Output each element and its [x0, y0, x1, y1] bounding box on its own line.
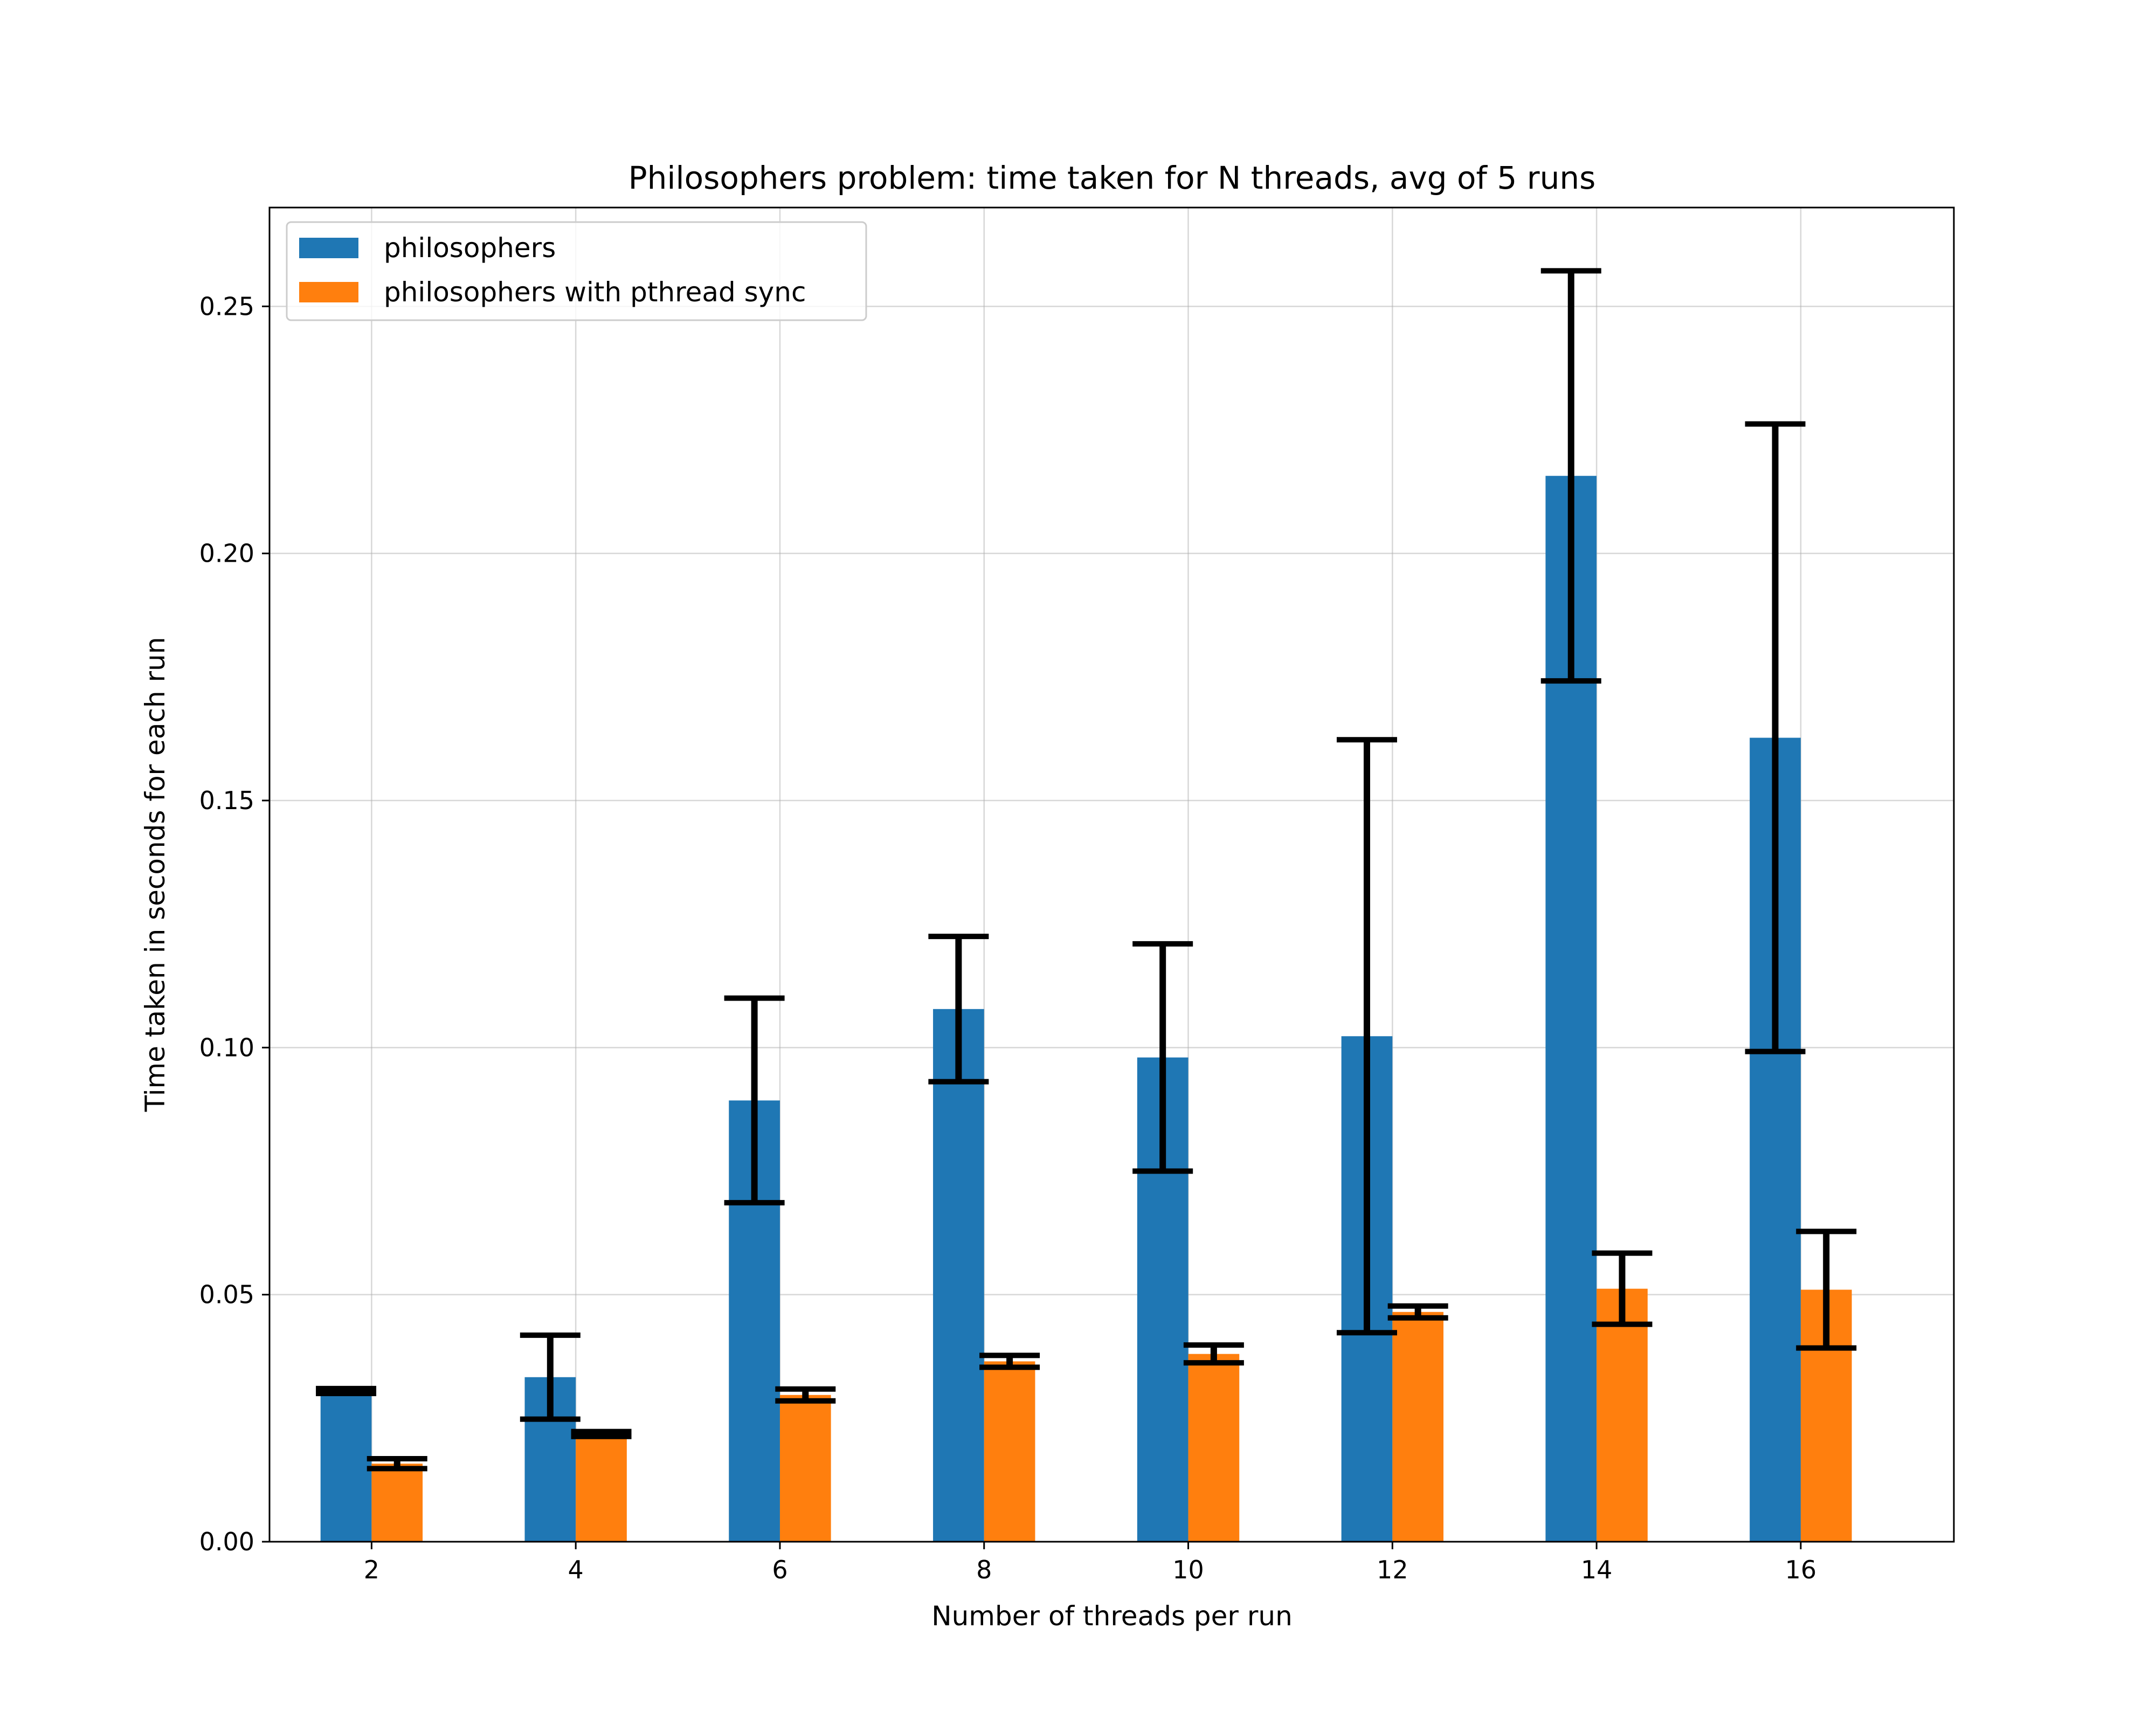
legend-box — [286, 221, 867, 321]
chart-title: Philosophers problem: time taken for N t… — [628, 160, 1596, 196]
x-tick-label: 16 — [1785, 1555, 1817, 1584]
legend: philosophers philosophers with pthread s… — [286, 221, 867, 321]
bar-pthread-sync — [984, 1361, 1035, 1542]
y-tick-label: 0.20 — [199, 539, 254, 568]
bar-pthread-sync — [1597, 1288, 1648, 1542]
x-tick-label: 12 — [1377, 1555, 1408, 1584]
y-tick-label: 0.15 — [199, 786, 254, 815]
x-tick-label: 10 — [1172, 1555, 1204, 1584]
legend-label-pthread-sync: philosophers with pthread sync — [384, 277, 806, 308]
bar-pthread-sync — [1392, 1312, 1444, 1542]
bar-pthread-sync — [779, 1395, 831, 1542]
bar-pthread-sync — [371, 1464, 423, 1542]
y-tick-label: 0.00 — [199, 1527, 254, 1556]
bar-philosophers — [933, 1009, 984, 1542]
y-tick-label: 0.05 — [199, 1280, 254, 1309]
bar-pthread-sync — [1188, 1354, 1240, 1542]
x-tick-label: 14 — [1581, 1555, 1613, 1584]
x-axis-label: Number of threads per run — [931, 1600, 1293, 1632]
axis-ticks: 2 4 6 8 10 12 14 16 0.00 0.05 0.10 0.15 0.20 0.25 — [199, 292, 1817, 1584]
bar-pthread-sync — [576, 1434, 627, 1542]
error-bars — [316, 268, 1857, 1472]
y-axis-label: Time taken in seconds for each run — [140, 637, 171, 1113]
x-tick-label: 8 — [976, 1555, 992, 1584]
legend-swatch-philosophers — [299, 238, 358, 258]
x-tick-label: 2 — [364, 1555, 379, 1584]
y-tick-label: 0.10 — [199, 1033, 254, 1062]
x-tick-label: 4 — [568, 1555, 584, 1584]
x-tick-label: 6 — [772, 1555, 787, 1584]
y-tick-label: 0.25 — [199, 292, 254, 321]
bar-philosophers — [320, 1391, 372, 1542]
plot-frame — [268, 206, 1955, 1543]
legend-swatch-pthread-sync — [299, 282, 358, 302]
legend-label-philosophers: philosophers — [384, 232, 556, 264]
